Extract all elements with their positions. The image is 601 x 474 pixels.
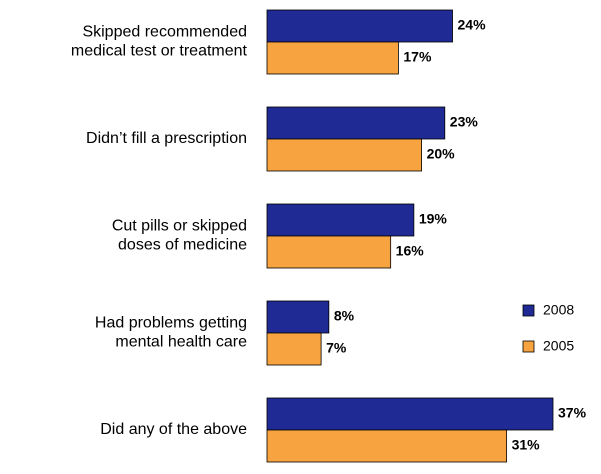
value-label: 8% xyxy=(334,308,355,324)
bar xyxy=(266,9,453,43)
category-label: Cut pills or skipped doses of medicine xyxy=(112,218,247,254)
legend-label: 2008 xyxy=(543,302,574,318)
category-label: Skipped recommended medical test or treat… xyxy=(71,24,248,60)
bar xyxy=(266,41,399,75)
category-label: Did any of the above xyxy=(100,421,247,438)
bar xyxy=(266,332,322,366)
bar xyxy=(266,106,446,140)
legend-label: 2005 xyxy=(543,338,574,354)
bar xyxy=(266,235,392,269)
bar xyxy=(266,203,415,237)
legend-swatch xyxy=(522,340,535,353)
category-label: Had problems getting mental health care xyxy=(95,315,247,351)
value-label: 17% xyxy=(403,49,432,65)
value-label: 7% xyxy=(326,340,347,356)
value-label: 31% xyxy=(512,437,541,453)
bar xyxy=(266,429,508,463)
value-label: 20% xyxy=(427,146,456,162)
value-label: 23% xyxy=(450,114,479,130)
value-label: 19% xyxy=(419,211,448,227)
value-label: 37% xyxy=(558,405,587,421)
value-label: 16% xyxy=(396,243,425,259)
value-label: 24% xyxy=(458,17,487,33)
legend-swatch xyxy=(522,304,535,317)
category-label: Didn’t fill a prescription xyxy=(86,130,247,147)
bar xyxy=(266,397,554,431)
bar xyxy=(266,138,422,172)
bar xyxy=(266,300,330,334)
